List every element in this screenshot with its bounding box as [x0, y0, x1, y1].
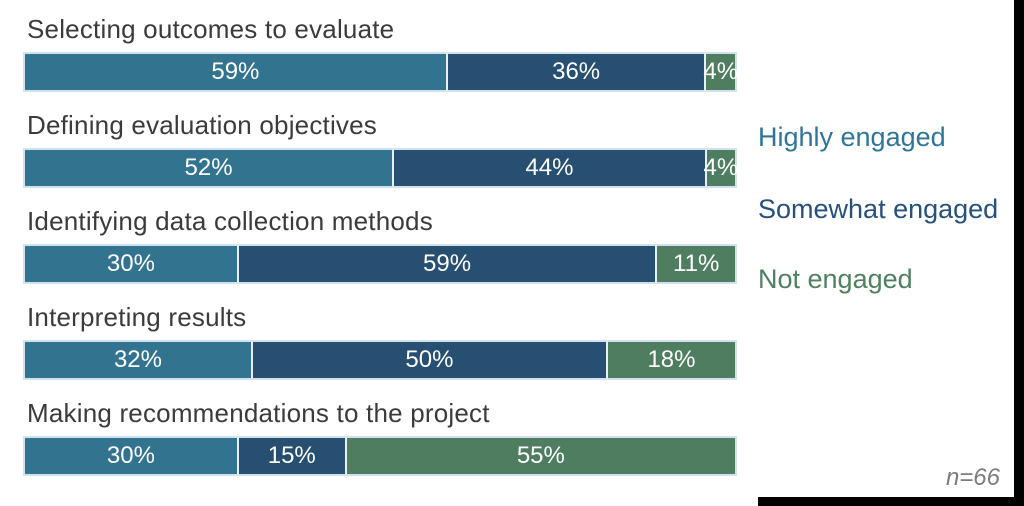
category-label: Identifying data collection methods — [27, 205, 433, 236]
bar-segment-highly-engaged: 59% — [23, 52, 448, 92]
stacked-bar: 59% 36% 4% — [23, 52, 738, 92]
category-label: Selecting outcomes to evaluate — [27, 13, 395, 44]
chart-row-making-recommendations: Making recommendations to the project 30… — [23, 390, 737, 486]
stacked-bar: 30% 59% 11% — [23, 244, 737, 284]
bottom-black-border — [758, 497, 1024, 506]
category-label: Making recommendations to the project — [27, 397, 490, 428]
right-black-border — [1014, 0, 1024, 506]
bar-segment-not-engaged: 55% — [346, 436, 737, 476]
stacked-bar: 30% 15% 55% — [23, 436, 737, 476]
bar-segment-not-engaged: 4% — [703, 52, 738, 92]
bar-segment-somewhat-engaged: 44% — [394, 148, 707, 188]
legend-item-somewhat-engaged: Somewhat engaged — [758, 194, 999, 224]
chart-area: Selecting outcomes to evaluate 59% 36% 4… — [23, 6, 738, 486]
bar-segment-somewhat-engaged: 36% — [447, 52, 707, 92]
bar-segment-not-engaged: 18% — [607, 340, 737, 380]
bar-segment-not-engaged: 4% — [704, 148, 738, 188]
chart-row-interpreting-results: Interpreting results 32% 50% 18% — [23, 294, 737, 390]
stacked-bar: 32% 50% 18% — [23, 340, 737, 380]
bar-segment-highly-engaged: 52% — [23, 148, 395, 188]
bar-segment-somewhat-engaged: 59% — [238, 244, 658, 284]
chart-row-selecting-outcomes: Selecting outcomes to evaluate 59% 36% 4… — [23, 6, 738, 102]
bar-segment-highly-engaged: 30% — [23, 244, 239, 284]
category-label: Defining evaluation objectives — [27, 109, 377, 140]
bar-segment-somewhat-engaged: 50% — [252, 340, 608, 380]
sample-size-note: n=66 — [945, 464, 1000, 491]
bar-segment-somewhat-engaged: 15% — [238, 436, 347, 476]
legend-item-not-engaged: Not engaged — [758, 264, 913, 294]
bar-segment-highly-engaged: 32% — [23, 340, 253, 380]
category-label: Interpreting results — [27, 301, 247, 332]
legend-item-highly-engaged: Highly engaged — [758, 122, 946, 152]
bar-segment-highly-engaged: 30% — [23, 436, 239, 476]
chart-row-defining-objectives: Defining evaluation objectives 52% 44% 4… — [23, 102, 738, 198]
stacked-bar: 52% 44% 4% — [23, 148, 738, 188]
chart-row-identifying-methods: Identifying data collection methods 30% … — [23, 198, 737, 294]
bar-segment-not-engaged: 11% — [657, 244, 737, 284]
